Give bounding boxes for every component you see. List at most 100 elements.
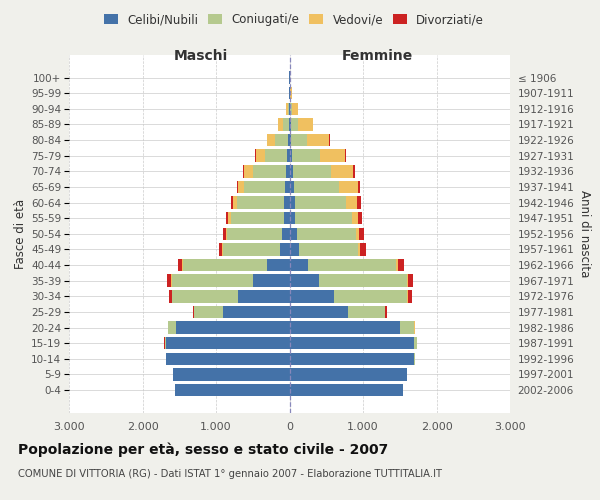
Bar — [357, 196, 361, 209]
Bar — [290, 102, 292, 115]
Bar — [226, 212, 229, 224]
Bar — [290, 384, 403, 396]
Bar — [358, 180, 360, 193]
Bar — [358, 243, 360, 256]
Bar — [176, 322, 290, 334]
Bar — [166, 352, 290, 365]
Bar — [256, 150, 265, 162]
Bar — [398, 259, 404, 271]
Bar — [290, 290, 334, 302]
Bar — [290, 337, 415, 349]
Bar — [340, 180, 358, 193]
Bar — [284, 196, 290, 209]
Bar — [334, 290, 407, 302]
Bar — [289, 118, 290, 130]
Bar — [331, 165, 353, 177]
Bar — [280, 243, 290, 256]
Bar — [287, 102, 289, 115]
Bar — [290, 322, 400, 334]
Text: Popolazione per età, sesso e stato civile - 2007: Popolazione per età, sesso e stato civil… — [18, 442, 388, 457]
Bar — [278, 118, 283, 130]
Text: Femmine: Femmine — [342, 50, 413, 64]
Bar — [253, 165, 286, 177]
Bar — [290, 306, 348, 318]
Bar — [167, 274, 171, 287]
Bar — [243, 165, 244, 177]
Bar — [268, 134, 275, 146]
Bar — [236, 180, 238, 193]
Text: Maschi: Maschi — [174, 50, 229, 64]
Y-axis label: Anni di nascita: Anni di nascita — [578, 190, 591, 278]
Bar — [407, 274, 408, 287]
Bar — [222, 243, 223, 256]
Bar — [297, 228, 356, 240]
Bar — [291, 134, 307, 146]
Bar — [166, 337, 290, 349]
Bar — [352, 212, 358, 224]
Bar — [284, 212, 290, 224]
Bar — [290, 180, 294, 193]
Bar — [194, 306, 223, 318]
Bar — [182, 259, 183, 271]
Bar — [308, 259, 396, 271]
Bar — [173, 368, 290, 380]
Bar — [265, 150, 287, 162]
Bar — [385, 306, 387, 318]
Bar — [396, 259, 398, 271]
Bar — [223, 243, 280, 256]
Bar — [290, 212, 295, 224]
Bar — [290, 352, 415, 365]
Bar — [223, 306, 290, 318]
Bar — [226, 228, 227, 240]
Bar — [320, 150, 346, 162]
Bar — [294, 180, 340, 193]
Bar — [360, 243, 366, 256]
Bar — [253, 274, 290, 287]
Bar — [290, 134, 291, 146]
Bar — [290, 196, 295, 209]
Bar — [172, 274, 253, 287]
Bar — [168, 322, 176, 334]
Bar — [408, 290, 412, 302]
Bar — [255, 150, 256, 162]
Bar — [172, 290, 238, 302]
Bar — [238, 180, 244, 193]
Bar — [359, 228, 364, 240]
Bar — [290, 228, 297, 240]
Bar — [236, 196, 284, 209]
Bar — [268, 259, 290, 271]
Bar — [219, 243, 222, 256]
Bar — [227, 228, 282, 240]
Bar — [283, 118, 289, 130]
Bar — [292, 102, 298, 115]
Text: COMUNE DI VITTORIA (RG) - Dati ISTAT 1° gennaio 2007 - Elaborazione TUTTITALIA.I: COMUNE DI VITTORIA (RG) - Dati ISTAT 1° … — [18, 469, 442, 479]
Bar — [299, 243, 358, 256]
Bar — [285, 180, 290, 193]
Bar — [169, 290, 172, 302]
Bar — [287, 150, 290, 162]
Bar — [290, 150, 292, 162]
Bar — [415, 337, 416, 349]
Bar — [223, 228, 226, 240]
Bar — [358, 212, 362, 224]
Bar — [290, 118, 298, 130]
Y-axis label: Fasce di età: Fasce di età — [14, 198, 27, 269]
Legend: Celibi/Nubili, Coniugati/e, Vedovi/e, Divorziati/e: Celibi/Nubili, Coniugati/e, Vedovi/e, Di… — [99, 8, 489, 31]
Bar — [290, 243, 299, 256]
Bar — [286, 102, 287, 115]
Bar — [288, 134, 290, 146]
Bar — [244, 165, 253, 177]
Bar — [230, 196, 233, 209]
Bar — [292, 150, 320, 162]
Bar — [164, 337, 166, 349]
Bar — [178, 259, 182, 271]
Bar — [346, 196, 357, 209]
Bar — [275, 134, 288, 146]
Bar — [295, 196, 346, 209]
Bar — [290, 165, 293, 177]
Bar — [175, 384, 290, 396]
Bar — [356, 228, 359, 240]
Bar — [353, 165, 355, 177]
Bar — [183, 259, 268, 271]
Bar — [293, 165, 331, 177]
